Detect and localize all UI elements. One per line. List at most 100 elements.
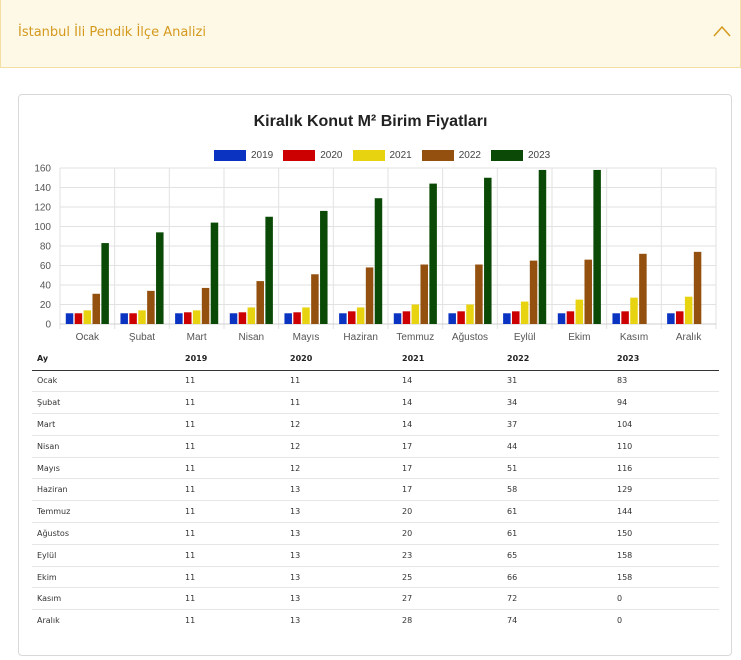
table-cell: 11 <box>180 435 285 458</box>
table-cell: 11 <box>180 478 285 502</box>
bar-2019-Şubat <box>120 313 128 324</box>
x-tick-label: Mayıs <box>293 332 320 343</box>
table-row: Şubat 11 11 14 34 94 <box>32 391 719 415</box>
bar-2019-Mart <box>175 313 183 324</box>
table-cell: 11 <box>180 544 285 567</box>
table-cell: 14 <box>397 413 502 436</box>
x-tick-label: Mart <box>187 332 207 343</box>
table-cell: Kasım <box>32 587 180 611</box>
bar-2023-Ağustos <box>484 177 492 324</box>
legend-label: 2020 <box>320 149 343 161</box>
table-cell: 11 <box>180 566 285 589</box>
y-tick-label: 140 <box>34 183 51 194</box>
bar-2023-Şubat <box>156 232 164 324</box>
bar-2022-Nisan <box>256 281 264 324</box>
legend-item-2019[interactable]: 2019 <box>214 148 273 162</box>
bar-2020-Haziran <box>348 311 356 324</box>
table-row: Ocak 11 11 14 31 83 <box>32 370 719 393</box>
table-cell: Mayıs <box>32 457 180 480</box>
y-tick-label: 0 <box>45 320 51 331</box>
table-cell: 34 <box>502 391 612 415</box>
table-cell: 11 <box>180 391 285 415</box>
table-cell: 110 <box>612 435 719 458</box>
x-tick-label: Temmuz <box>396 332 434 343</box>
table-cell: Şubat <box>32 391 180 415</box>
bar-2021-Aralık <box>684 296 693 324</box>
legend-item-2020[interactable]: 2020 <box>283 148 343 162</box>
y-tick-label: 80 <box>40 242 52 253</box>
table-cell: 51 <box>502 457 612 480</box>
bar-2022-Haziran <box>365 267 374 324</box>
bar-2020-Ağustos <box>457 311 465 324</box>
table-row: Kasım 11 13 27 72 0 <box>32 587 719 611</box>
bar-2023-Ekim <box>593 169 601 324</box>
legend-label: 2023 <box>528 149 551 161</box>
table-cell: 11 <box>185 616 196 626</box>
table-cell: Ekim <box>32 566 180 589</box>
y-tick-label: 160 <box>34 164 51 175</box>
bar-2022-Temmuz <box>420 264 428 324</box>
table-cell: Ocak <box>32 370 180 393</box>
bar-2019-Ağustos <box>448 313 456 324</box>
table-cell: 58 <box>502 478 612 502</box>
bar-2020-Aralık <box>676 311 684 324</box>
table-row: Ekim 11 13 25 66 158 <box>32 566 719 589</box>
y-tick-label: 100 <box>34 222 51 233</box>
table-cell: 14 <box>397 370 502 393</box>
table-cell: 150 <box>612 522 719 545</box>
table-cell: 0 <box>612 587 719 611</box>
table-cell: 12 <box>285 435 397 458</box>
table-cell: 12 <box>285 457 397 480</box>
bar-2020-Mayıs <box>293 312 301 324</box>
column-header: 2022 <box>502 348 612 371</box>
table-cell: 37 <box>502 413 612 436</box>
bar-2023-Mayıs <box>320 210 328 324</box>
table-cell: 11 <box>180 413 285 436</box>
bar-2022-Ekim <box>584 259 592 324</box>
table-row: Haziran 11 13 17 58 129 <box>32 478 719 502</box>
legend-label: 2019 <box>251 149 274 161</box>
x-tick-label: Eylül <box>514 332 536 343</box>
table-cell: 13 <box>285 522 397 545</box>
table-cell: 44 <box>502 435 612 458</box>
bar-2023-Ocak <box>101 243 109 324</box>
table-cell: 17 <box>397 478 502 502</box>
bar-2020-Şubat <box>129 313 137 324</box>
table-cell: Aralık <box>37 616 60 626</box>
column-header: 2019 <box>180 348 285 371</box>
table-row: Mayıs 11 12 17 51 116 <box>32 457 719 480</box>
legend-swatch <box>421 149 454 161</box>
table-cell: 12 <box>285 413 397 436</box>
bar-2019-Temmuz <box>393 313 402 324</box>
table-cell: Eylül <box>32 544 180 567</box>
data-table: Ay 2019 2020 2021 2022 2023 Ocak 11 11 14 31 83 Şub… <box>32 348 719 632</box>
chart-title: Kiralık Konut M² Birim Fiyatları <box>253 113 488 130</box>
legend-swatch <box>283 149 316 161</box>
table-cell: 11 <box>285 370 397 393</box>
legend-swatch <box>214 149 246 161</box>
legend-item-2023[interactable]: 2023 <box>491 148 550 162</box>
legend-item-2021[interactable]: 2021 <box>352 148 412 162</box>
x-tick-label: Ocak <box>76 332 100 343</box>
table-cell: 17 <box>397 457 502 480</box>
chevron-up-icon[interactable] <box>712 24 732 38</box>
bar-2021-Eylül <box>520 301 529 324</box>
bar-2020-Ekim <box>566 311 575 324</box>
x-tick-label: Haziran <box>343 332 377 343</box>
table-cell: Temmuz <box>32 500 180 524</box>
table-cell: 61 <box>502 522 612 545</box>
bar-2023-Nisan <box>265 216 273 324</box>
legend-item-2022[interactable]: 2022 <box>421 148 481 162</box>
table-row: Eylül 11 13 23 65 158 <box>32 544 719 567</box>
accordion-header[interactable]: İstanbul İli Pendik İlçe Analizi <box>0 0 741 68</box>
table-cell: 72 <box>502 587 612 611</box>
table-cell: 11 <box>180 370 285 393</box>
table-cell: 20 <box>397 500 502 524</box>
bar-2020-Ocak <box>74 313 83 324</box>
column-header: Ay <box>32 348 180 371</box>
table-cell: 27 <box>397 587 502 611</box>
y-tick-label: 20 <box>40 300 52 311</box>
x-tick-label: Ekim <box>568 332 590 343</box>
x-tick-label: Kasım <box>620 332 648 343</box>
y-tick-label: 60 <box>40 261 52 272</box>
